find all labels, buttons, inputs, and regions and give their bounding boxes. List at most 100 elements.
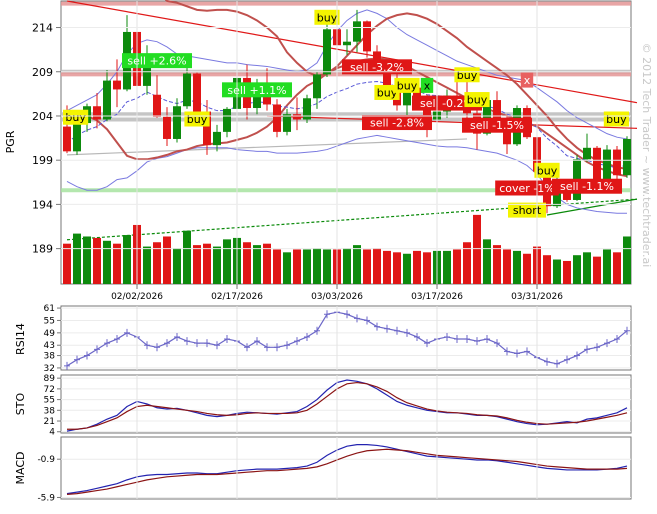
bollinger-upper-line — [66, 9, 628, 140]
volume-bar — [223, 239, 231, 284]
candle-body — [93, 106, 101, 120]
candle-body — [613, 149, 621, 176]
signal-label-box — [314, 9, 340, 25]
volume-bar — [63, 243, 71, 284]
sto-tick-label: 72 — [44, 385, 55, 395]
rsi-tick-label: 55 — [44, 316, 55, 326]
candle-body — [383, 67, 391, 86]
rsi-panel-label: RSI14 — [14, 323, 27, 355]
candle-body — [553, 186, 561, 207]
signal-label-text: sell -2.8% — [370, 117, 424, 130]
volume-bar — [213, 246, 221, 284]
volume-bar — [293, 249, 301, 284]
volume-bar — [403, 253, 411, 284]
volume-bar — [623, 236, 631, 284]
sto-tick-label: 55 — [44, 396, 55, 406]
signal-label-box — [534, 162, 560, 178]
candle-body — [113, 80, 121, 90]
candle-body — [323, 29, 331, 75]
sto-tick-label: 4 — [49, 428, 55, 438]
signal-label-box — [222, 82, 292, 98]
price-tick-label: 199 — [32, 154, 53, 167]
candle-body — [213, 131, 221, 146]
macd-line — [66, 444, 628, 495]
volume-bar — [323, 249, 331, 284]
signal-label-box — [603, 111, 629, 127]
volume-bar — [423, 252, 431, 284]
price-tick-label: 204 — [32, 110, 53, 123]
volume-bar — [483, 239, 491, 284]
signal-label-text: buy — [317, 11, 338, 24]
candle-body — [623, 138, 631, 176]
rsi-panel — [60, 305, 632, 371]
date-tick-label: 02/02/2026 — [111, 292, 163, 302]
rsi-tick-label: 43 — [44, 341, 55, 351]
signal-label-text: buy — [457, 69, 478, 82]
candle-body — [313, 74, 321, 99]
candle-body — [173, 106, 181, 139]
volume-bar — [563, 260, 571, 284]
volume-bar — [183, 230, 191, 284]
signal-label-box — [374, 84, 400, 100]
signal-label-box — [454, 67, 480, 83]
volume-bar — [283, 252, 291, 284]
candle-body — [153, 94, 161, 117]
signal-label-text: short — [513, 204, 542, 217]
signal-label-text: sell -1.5% — [470, 119, 524, 132]
volume-bar — [513, 250, 521, 284]
sto-tick-label: 38 — [44, 406, 56, 416]
volume-bar — [203, 243, 211, 284]
signal-label-box — [362, 115, 432, 131]
volume-bar — [583, 252, 591, 284]
volume-bar — [103, 240, 111, 284]
signal-label-box — [184, 111, 210, 127]
candle-body — [593, 147, 601, 181]
rsi-tick-label: 32 — [44, 364, 55, 374]
price-panel-label: PGR — [4, 130, 17, 153]
volume-bar — [613, 252, 621, 284]
candle-body — [493, 100, 501, 122]
signal-label-box — [552, 178, 622, 194]
signal-label-text: buy — [397, 79, 418, 92]
volume-bar — [343, 248, 351, 284]
price-tick-label: 189 — [32, 243, 53, 256]
signal-label-text: cover -1% — [499, 182, 555, 195]
macd-tick-label: -5.9 — [37, 493, 55, 503]
date-tick-label: 02/17/2026 — [211, 292, 263, 302]
volume-bar — [453, 249, 461, 284]
volume-bar — [413, 250, 421, 284]
signal-label-text: buy — [377, 86, 398, 99]
volume-bar — [193, 245, 201, 284]
candle-body — [303, 98, 311, 120]
sto-tick-label: 89 — [44, 374, 56, 384]
candle-body — [163, 116, 171, 139]
date-tick-label: 03/03/2026 — [311, 292, 363, 302]
candle-body — [193, 73, 201, 112]
macd-tick-label: -0.9 — [37, 455, 55, 465]
candle-body — [183, 73, 191, 107]
candle-body — [293, 114, 301, 120]
signal-label-text: sell +2.6% — [127, 55, 186, 68]
trend-line — [66, 138, 468, 156]
rsi-tick-label: 49 — [44, 329, 56, 339]
volume-bar — [263, 243, 271, 284]
date-tick-label: 03/31/2026 — [511, 292, 563, 302]
signal-label-box — [394, 77, 420, 93]
rsi-tick-label: 61 — [44, 304, 55, 314]
candle-body — [343, 41, 351, 46]
volume-bar — [443, 250, 451, 284]
volume-bar — [503, 249, 511, 284]
volume-bar — [93, 237, 101, 284]
signal-label-text: sell -3.2% — [350, 61, 404, 74]
macd-line — [66, 448, 628, 496]
candle-body — [353, 21, 361, 42]
candle-body — [283, 114, 291, 132]
volume-bar — [163, 236, 171, 284]
price-tick-label: 214 — [32, 22, 53, 35]
signal-label-text: sell +1.1% — [227, 84, 286, 97]
volume-bar — [303, 249, 311, 284]
signal-label-text: buy — [537, 164, 558, 177]
candle-body — [603, 149, 611, 181]
candle-body — [63, 126, 71, 152]
